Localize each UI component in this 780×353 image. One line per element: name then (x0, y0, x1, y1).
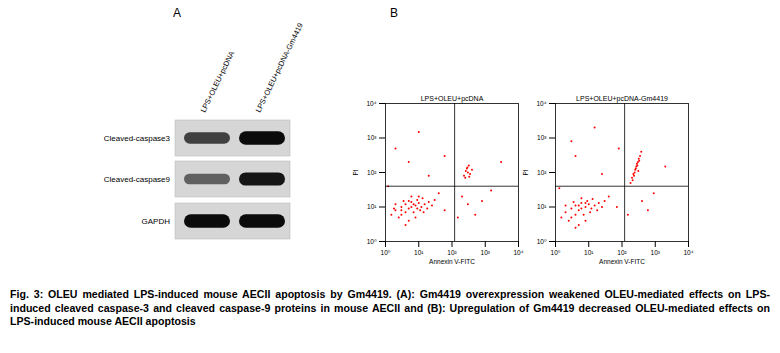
svg-text:10⁰: 10⁰ (551, 249, 561, 256)
svg-text:10²: 10² (447, 249, 457, 256)
svg-text:10⁴: 10⁴ (683, 249, 693, 256)
svg-text:10²: 10² (617, 249, 627, 256)
html-text:A: A (173, 6, 181, 20)
svg-text:LPS+OLEU+pcDNA: LPS+OLEU+pcDNA (421, 95, 484, 103)
svg-text:10⁴: 10⁴ (536, 100, 546, 107)
svg-text:LPS+OLEU+pcDNA-Gm4419: LPS+OLEU+pcDNA-Gm4419 (254, 21, 305, 113)
svg-text:LPS+OLEU+pcDNA-Gm4419: LPS+OLEU+pcDNA-Gm4419 (576, 95, 668, 103)
svg-text:Cleaved-caspase9: Cleaved-caspase9 (104, 175, 171, 184)
html-text:Fig. 3: OLEU mediated LPS-indu: Fig. 3: OLEU mediated LPS-induced mouse … (10, 288, 770, 327)
svg-text:Annexin V-FITC: Annexin V-FITC (429, 258, 475, 265)
svg-text:10⁰: 10⁰ (537, 238, 547, 245)
svg-text:10¹: 10¹ (584, 249, 594, 256)
svg-text:Cleaved-caspase3: Cleaved-caspase3 (104, 134, 171, 143)
svg-text:10³: 10³ (651, 249, 661, 256)
svg-text:10³: 10³ (481, 249, 491, 256)
svg-text:PI: PI (522, 169, 529, 175)
svg-text:10³: 10³ (367, 134, 377, 141)
svg-text:10³: 10³ (537, 134, 547, 141)
svg-text:10¹: 10¹ (537, 203, 547, 210)
html-text:B: B (390, 6, 398, 20)
svg-text:Annexin V-FITC: Annexin V-FITC (599, 258, 645, 265)
svg-text:LPS+OLEU+pcDNA: LPS+OLEU+pcDNA (199, 50, 237, 114)
svg-text:10¹: 10¹ (367, 203, 377, 210)
svg-text:10¹: 10¹ (414, 249, 424, 256)
svg-text:10⁴: 10⁴ (366, 100, 376, 107)
svg-text:10²: 10² (537, 169, 547, 176)
svg-text:10²: 10² (367, 169, 377, 176)
svg-text:GAPDH: GAPDH (142, 217, 171, 226)
svg-text:10⁰: 10⁰ (367, 238, 377, 245)
svg-text:10⁰: 10⁰ (381, 249, 391, 256)
svg-text:PI: PI (352, 169, 359, 175)
svg-text:10⁴: 10⁴ (513, 249, 523, 256)
